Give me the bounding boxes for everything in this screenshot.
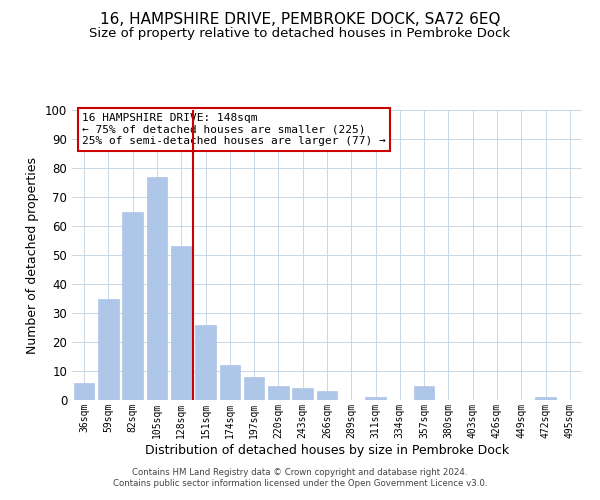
Bar: [535, 397, 556, 400]
Bar: [122, 212, 143, 400]
Bar: [292, 388, 313, 400]
Text: Size of property relative to detached houses in Pembroke Dock: Size of property relative to detached ho…: [89, 28, 511, 40]
Text: 16 HAMPSHIRE DRIVE: 148sqm
← 75% of detached houses are smaller (225)
25% of sem: 16 HAMPSHIRE DRIVE: 148sqm ← 75% of deta…: [82, 113, 386, 146]
Bar: [171, 246, 191, 400]
Bar: [244, 377, 265, 400]
Text: Contains HM Land Registry data © Crown copyright and database right 2024.
Contai: Contains HM Land Registry data © Crown c…: [113, 468, 487, 487]
Bar: [146, 176, 167, 400]
Bar: [365, 397, 386, 400]
Y-axis label: Number of detached properties: Number of detached properties: [26, 156, 40, 354]
X-axis label: Distribution of detached houses by size in Pembroke Dock: Distribution of detached houses by size …: [145, 444, 509, 456]
Bar: [98, 298, 119, 400]
Bar: [317, 392, 337, 400]
Bar: [414, 386, 434, 400]
Bar: [220, 365, 240, 400]
Bar: [195, 324, 216, 400]
Bar: [74, 382, 94, 400]
Text: 16, HAMPSHIRE DRIVE, PEMBROKE DOCK, SA72 6EQ: 16, HAMPSHIRE DRIVE, PEMBROKE DOCK, SA72…: [100, 12, 500, 28]
Bar: [268, 386, 289, 400]
